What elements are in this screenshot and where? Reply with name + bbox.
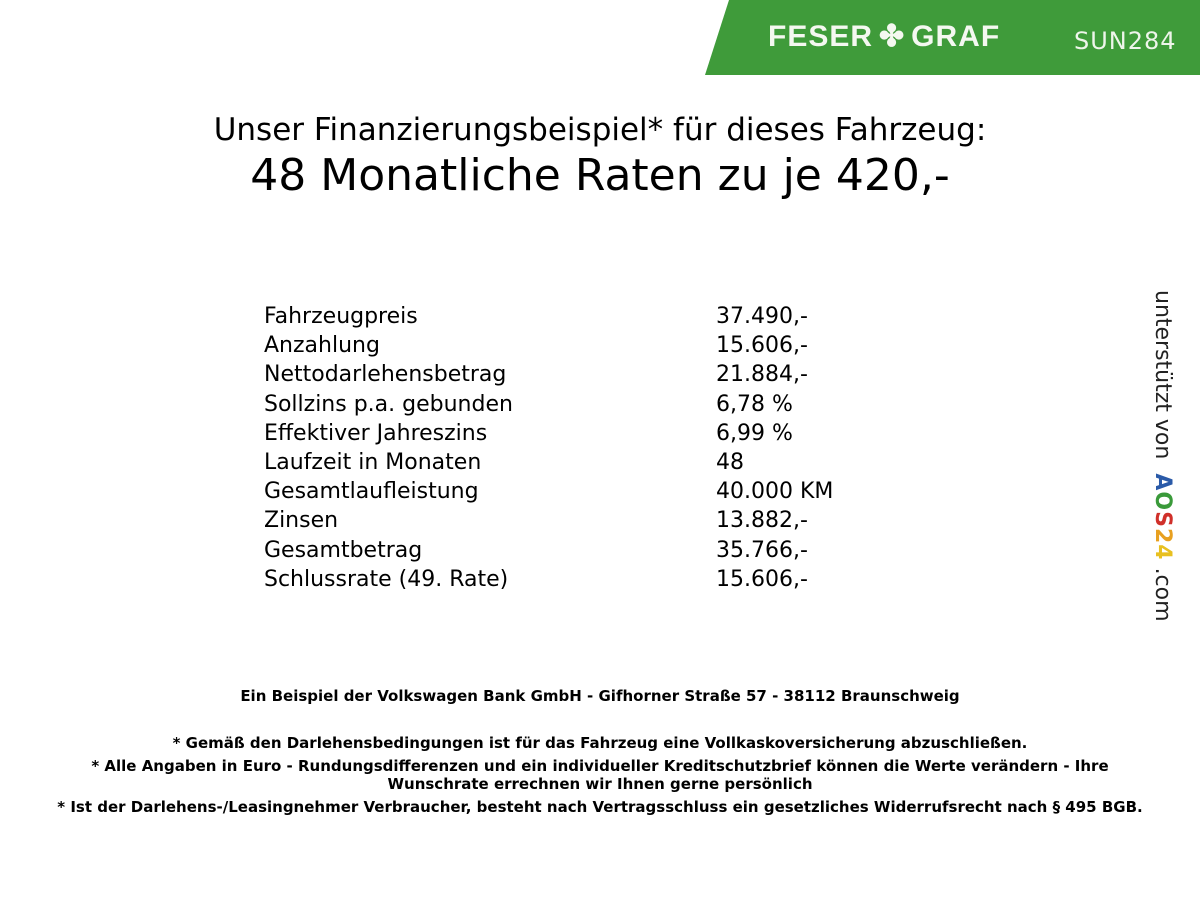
row-label: Fahrzeugpreis	[264, 304, 418, 329]
aos24-logo: AOS24	[1150, 473, 1175, 560]
row-label: Anzahlung	[264, 333, 380, 359]
finance-row: Anzahlung 15.606,-	[264, 331, 833, 360]
row-label: Gesamtbetrag	[264, 537, 423, 563]
finance-row: Laufzeit in Monaten 48	[264, 448, 833, 477]
row-label: Zinsen	[264, 508, 339, 534]
aos24-letter: O	[1150, 491, 1175, 512]
aos24-letter: S	[1150, 511, 1175, 528]
sponsor-text: unterstützt von AOS24 .com	[1150, 290, 1175, 622]
clover-icon: ✤	[879, 20, 906, 53]
finance-row: Gesamtlaufleistung 40.000 KM	[264, 477, 833, 506]
row-label: Sollzins p.a. gebunden	[264, 391, 513, 417]
aos24-letter: 4	[1150, 544, 1175, 561]
header-banner	[705, 0, 1200, 75]
footnote: * Alle Angaben in Euro - Rundungsdiffere…	[91, 757, 1109, 793]
finance-row: Gesamtbetrag 35.766,-	[264, 536, 833, 565]
bank-line: Ein Beispiel der Volkswagen Bank GmbH - …	[240, 687, 960, 705]
row-value: 15.606,-	[716, 333, 808, 359]
headline-rate: 48 Monatliche Raten zu je 420,-	[250, 150, 950, 201]
finance-row: Nettodarlehensbetrag 21.884,-	[264, 360, 833, 389]
row-label: Effektiver Jahreszins	[264, 420, 488, 446]
finance-row: Zinsen 13.882,-	[264, 506, 833, 535]
aos24-letter: A	[1150, 473, 1175, 492]
sponsor-suffix: .com	[1150, 567, 1175, 622]
footnote: * Gemäß den Darlehensbedingungen ist für…	[172, 734, 1028, 752]
finance-table: Fahrzeugpreis 37.490,- Anzahlung 15.606,- Ne…	[264, 302, 833, 594]
row-value: 40.000 KM	[716, 479, 834, 505]
row-value: 35.766,-	[716, 537, 808, 563]
row-value: 37.490,-	[716, 304, 808, 329]
finance-row: Fahrzeugpreis 37.490,-	[264, 302, 833, 331]
logo-text-left: FESER	[768, 20, 874, 53]
finance-row: Effektiver Jahreszins 6,99 %	[264, 419, 833, 448]
logo-text-right: GRAF	[911, 20, 1001, 53]
row-value: 15.606,-	[716, 566, 808, 592]
row-label: Gesamtlaufleistung	[264, 479, 479, 505]
footnote: * Ist der Darlehens-/Leasingnehmer Verbr…	[57, 798, 1143, 816]
row-label: Nettodarlehensbetrag	[264, 362, 507, 388]
vehicle-code: SUN284	[1074, 27, 1177, 55]
row-value: 6,99 %	[716, 420, 793, 446]
row-label: Schlussrate (49. Rate)	[264, 566, 509, 592]
row-label: Laufzeit in Monaten	[264, 450, 482, 476]
row-value: 48	[716, 450, 744, 476]
finance-row: Sollzins p.a. gebunden 6,78 %	[264, 390, 833, 419]
aos24-letter: 2	[1150, 527, 1175, 545]
row-value: 6,78 %	[716, 391, 793, 417]
row-value: 13.882,-	[716, 508, 808, 534]
sponsor-prefix: unterstützt von	[1150, 290, 1175, 460]
feser-graf-logo: FESER ✤ GRAF	[768, 20, 1000, 54]
row-value: 21.884,-	[716, 362, 808, 388]
finance-row: Schlussrate (49. Rate) 15.606,-	[264, 565, 833, 594]
headline-intro: Unser Finanzierungsbeispiel* für dieses …	[213, 112, 987, 148]
footnotes: * Gemäß den Darlehensbedingungen ist für…	[40, 733, 1160, 822]
